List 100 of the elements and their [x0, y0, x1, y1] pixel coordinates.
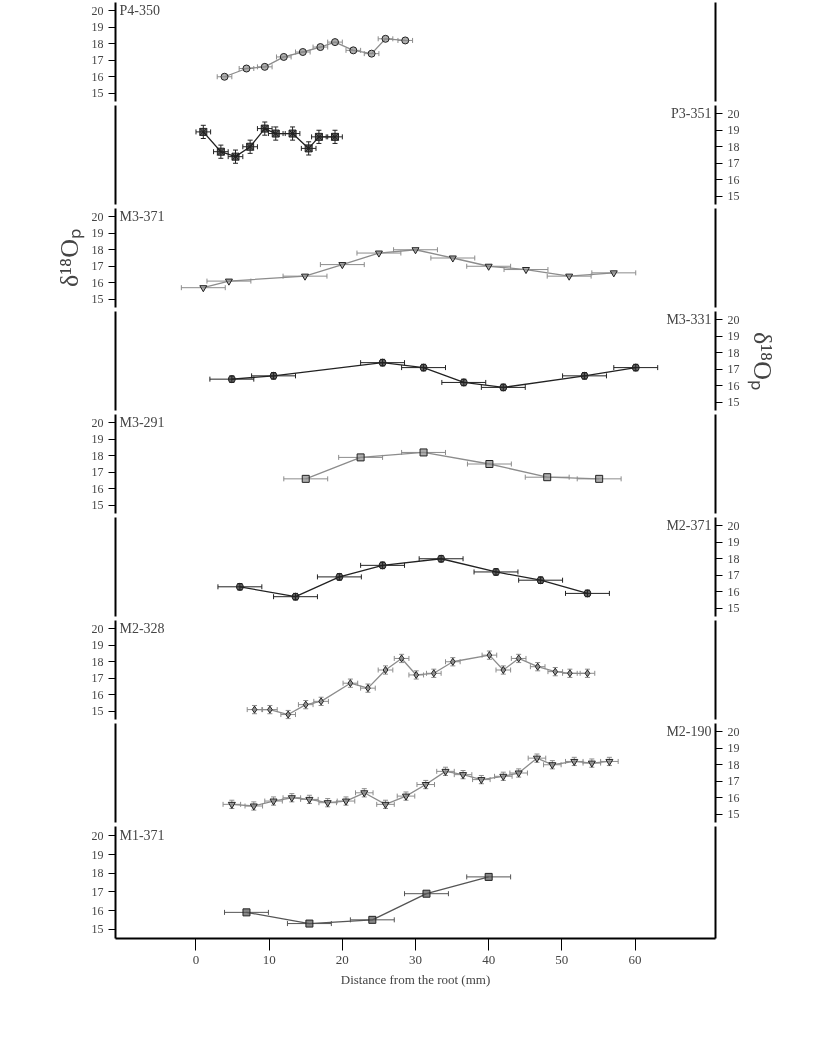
point	[224, 278, 233, 286]
y-tick-label: 17	[91, 53, 104, 68]
x-tick-label: 50	[555, 951, 569, 967]
point	[301, 273, 310, 281]
y-tick-label: 17	[91, 884, 104, 899]
y2-tick-label: 16	[727, 172, 740, 187]
chart-title: P3-351	[671, 106, 712, 122]
y-tick-label: 16	[91, 275, 104, 290]
chart-title: M3-291	[119, 415, 165, 431]
y2-tick-label: 20	[727, 518, 740, 533]
point	[298, 48, 307, 56]
y-tick-label: 20	[91, 3, 104, 18]
y-tick-label: 15	[91, 704, 104, 719]
y2-tick-label: 17	[727, 568, 740, 583]
y-tick-label: 19	[91, 847, 104, 862]
point	[484, 872, 493, 881]
point	[477, 777, 486, 785]
point	[242, 908, 251, 917]
chart-title: M3-371	[119, 209, 165, 225]
chart-title: M2-328	[119, 621, 165, 637]
point	[565, 273, 574, 281]
point	[367, 49, 376, 58]
y2-tick-label: 20	[727, 724, 740, 739]
point	[199, 285, 208, 293]
chart-title: P4-350	[119, 3, 160, 19]
point	[374, 250, 383, 258]
point	[338, 262, 347, 270]
chart-title: M2-190	[666, 724, 712, 740]
y2-tick-label: 17	[727, 156, 740, 171]
y2-tick-label: 17	[727, 774, 740, 789]
y2-tick-label: 19	[727, 741, 740, 756]
point	[316, 43, 325, 52]
point	[421, 782, 430, 790]
point	[485, 460, 494, 468]
y-tick-label: 19	[91, 20, 104, 35]
x-tick-label: 20	[335, 951, 349, 967]
y-tick-label: 15	[91, 86, 104, 101]
y2-tick-label: 18	[727, 139, 740, 154]
y2-tick-label: 15	[727, 189, 740, 204]
point	[349, 46, 358, 55]
y2-tick-label: 15	[727, 807, 740, 822]
x-tick-label: 40	[482, 951, 496, 967]
y-tick-label: 19	[91, 432, 104, 447]
point	[260, 62, 269, 71]
y-tick-label: 17	[91, 465, 104, 480]
point	[368, 915, 377, 924]
point	[242, 64, 251, 73]
y2-tick-label: 18	[727, 551, 740, 566]
point	[609, 270, 618, 278]
x-axis-title: Distance from the root (mm)	[340, 971, 491, 987]
y-tick-label: 15	[91, 498, 104, 513]
point	[448, 255, 457, 263]
y2-tick-label: 20	[727, 106, 740, 121]
point	[411, 247, 420, 255]
point	[521, 267, 530, 275]
y2-tick-label: 16	[727, 790, 740, 805]
y-tick-label: 16	[91, 687, 104, 702]
point	[305, 919, 314, 928]
y-tick-label: 15	[91, 292, 104, 307]
chart-title: M1-371	[119, 828, 165, 844]
y-tick-label: 16	[91, 903, 104, 918]
x-tick-label: 60	[628, 951, 642, 967]
point	[288, 129, 297, 138]
y-tick-label: 16	[91, 481, 104, 496]
point	[231, 152, 240, 161]
y2-axis-title: δ¹⁸Oₚ	[746, 332, 777, 390]
y-tick-label: 18	[91, 866, 104, 881]
chart-title: M2-371	[666, 518, 712, 534]
y2-tick-label: 15	[727, 395, 740, 410]
y-tick-label: 20	[91, 828, 104, 843]
y2-tick-label: 19	[727, 123, 740, 138]
point	[301, 474, 310, 483]
y2-tick-label: 19	[727, 329, 740, 344]
y2-tick-label: 19	[727, 535, 740, 550]
y-tick-label: 18	[91, 242, 104, 257]
x-tick-label: 30	[409, 951, 422, 967]
y-tick-label: 20	[91, 209, 104, 224]
x-tick-label: 0	[192, 951, 200, 967]
point	[422, 889, 431, 898]
y-tick-label: 16	[91, 69, 104, 84]
y2-tick-label: 16	[727, 378, 740, 393]
y2-tick-label: 16	[727, 584, 740, 599]
point	[331, 38, 340, 47]
y-tick-label: 17	[91, 259, 104, 274]
chart-title: M3-331	[666, 312, 712, 328]
y-tick-label: 19	[91, 226, 104, 241]
y-tick-label: 19	[91, 638, 104, 653]
point	[279, 52, 288, 61]
y-tick-label: 20	[91, 621, 104, 636]
point	[484, 263, 493, 271]
y-tick-label: 18	[91, 36, 104, 51]
y2-tick-label: 20	[727, 312, 740, 327]
y-axis-title: δ¹⁸Oₚ	[54, 229, 85, 287]
y-tick-label: 17	[91, 671, 104, 686]
point	[543, 473, 552, 482]
y2-tick-label: 18	[727, 757, 740, 772]
y-tick-label: 15	[91, 922, 104, 937]
x-tick-label: 10	[262, 951, 276, 967]
point	[419, 448, 428, 457]
y2-tick-label: 18	[727, 345, 740, 360]
